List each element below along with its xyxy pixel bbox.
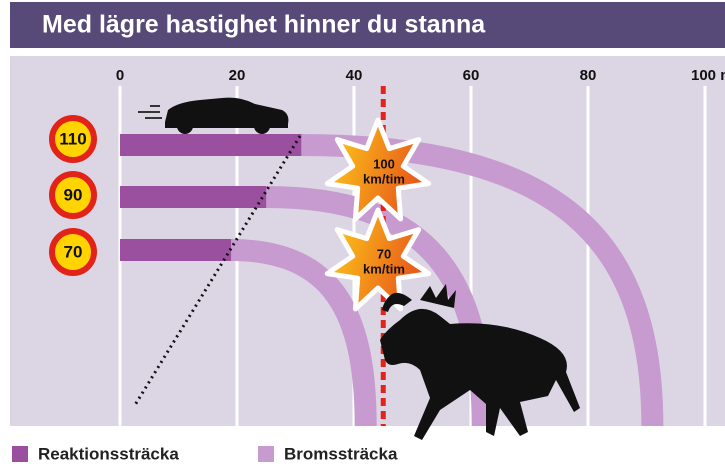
legend-label: Bromssträcka [284,444,398,463]
speed-label: 90 [64,185,83,204]
x-tick-label: 60 [463,67,480,84]
chart: Med lägre hastighet hinner du stanna 0 20… [0,0,725,466]
impact-label: km/tim [363,171,405,186]
reaction-bar [120,134,301,156]
legend-swatch [258,446,274,462]
x-tick-label: 20 [229,67,246,84]
impact-label: 70 [377,246,391,261]
impact-label: 100 [373,156,395,171]
x-tick-label: 100 m [691,67,725,84]
impact-label: km/tim [363,261,405,276]
x-tick-label: 0 [116,67,124,84]
legend-swatch [12,446,28,462]
x-tick-label: 80 [580,67,597,84]
legend-label: Reaktionssträcka [38,444,179,463]
speed-label: 70 [64,242,83,261]
x-tick-label: 40 [346,67,363,84]
chart-title: Med lägre hastighet hinner du stanna [42,11,486,39]
reaction-bar [120,186,266,208]
reaction-bar [120,239,231,261]
speed-label: 110 [59,129,86,148]
